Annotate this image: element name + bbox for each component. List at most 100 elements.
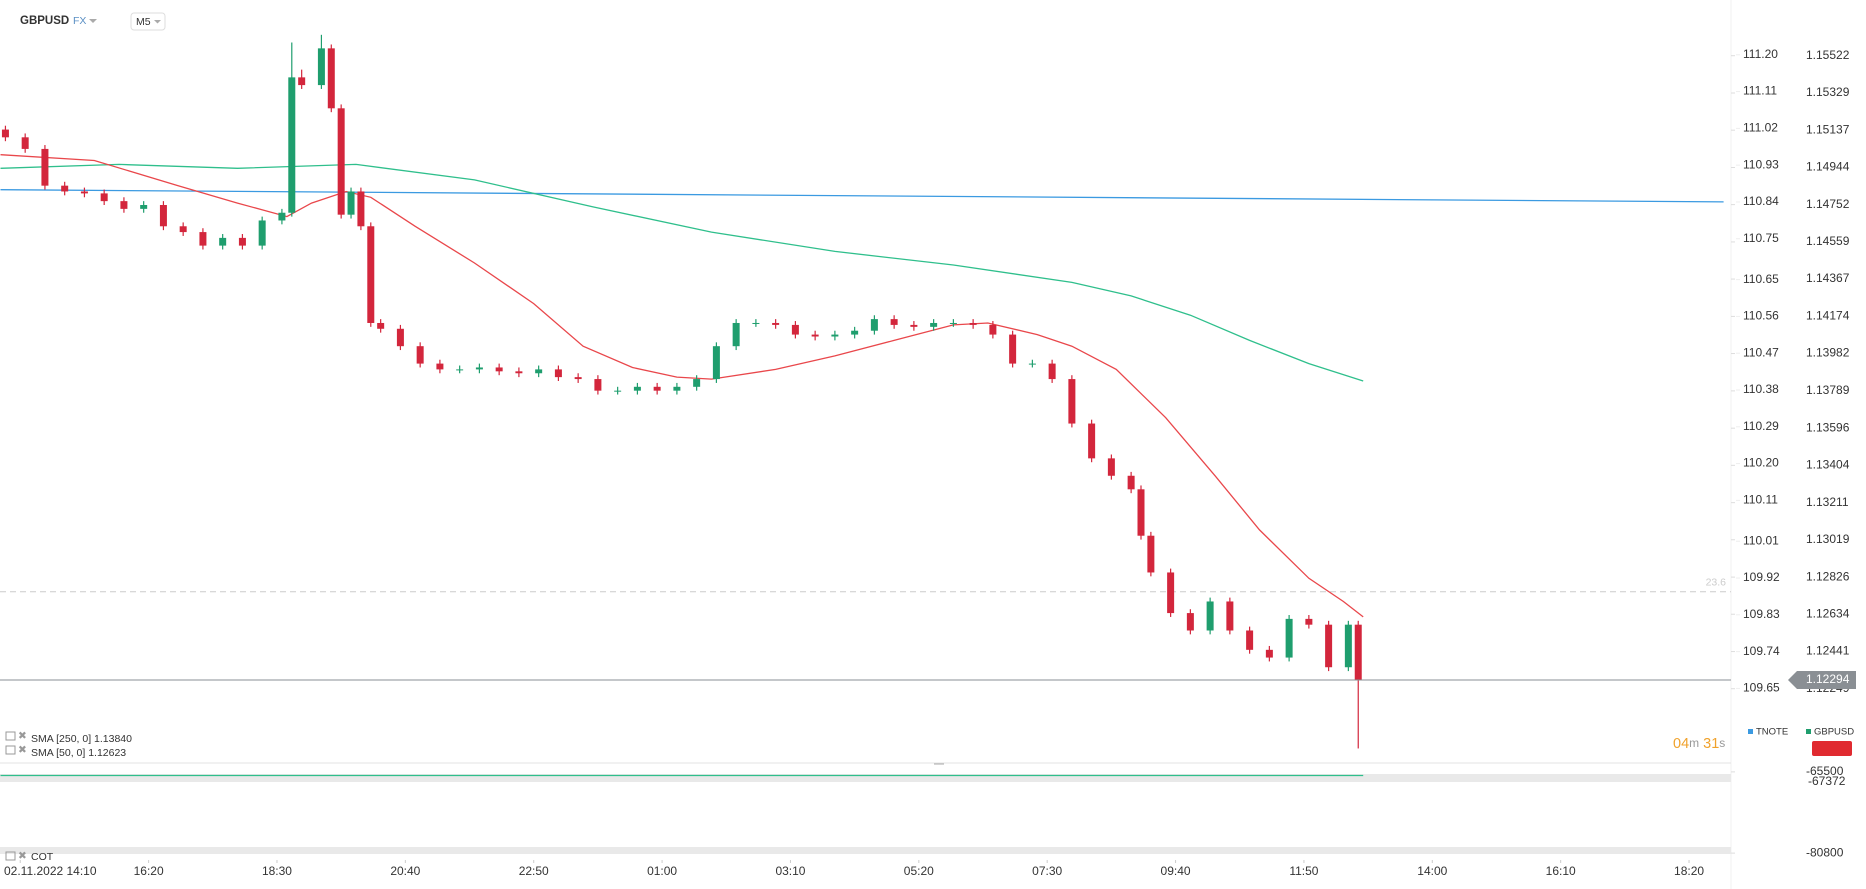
legend-swatch bbox=[1806, 729, 1811, 734]
candle-body bbox=[100, 193, 108, 202]
close-icon[interactable]: ✖ bbox=[18, 744, 27, 756]
price-tag-label: 1.12294 bbox=[1806, 672, 1850, 686]
candle-body bbox=[1048, 363, 1056, 380]
candle-body bbox=[288, 77, 296, 213]
candle-body bbox=[337, 108, 345, 215]
candle-body bbox=[791, 324, 799, 335]
candle-body bbox=[41, 148, 49, 186]
candle-body bbox=[219, 237, 227, 246]
candle-body bbox=[673, 386, 681, 391]
y2-tick-label: 111.02 bbox=[1743, 121, 1778, 135]
y2-tick-label: 109.83 bbox=[1743, 607, 1780, 621]
y2-tick-label: 111.11 bbox=[1743, 84, 1777, 98]
y-tick-label: 1.13982 bbox=[1806, 346, 1850, 360]
x-tick-label: 01:00 bbox=[647, 864, 677, 878]
candle-body bbox=[495, 367, 503, 372]
legend-sma250: SMA [250, 0] 1.13840 bbox=[31, 733, 132, 745]
y-tick-label: 1.15329 bbox=[1806, 85, 1850, 99]
cot-tick-label: -80800 bbox=[1806, 845, 1844, 859]
tnote-line bbox=[0, 189, 1724, 203]
interval[interactable]: M5 bbox=[136, 16, 151, 28]
y-tick-label: 1.15137 bbox=[1806, 122, 1850, 136]
cot-band bbox=[0, 847, 1731, 854]
x-tick-label: 22:50 bbox=[519, 864, 549, 878]
candle-body bbox=[1107, 458, 1115, 476]
fib-label: 23.6 bbox=[1706, 577, 1727, 589]
market-caret[interactable] bbox=[89, 19, 97, 23]
candle-body bbox=[930, 322, 938, 327]
y-tick-label: 1.14559 bbox=[1806, 234, 1850, 248]
x-tick-label: 05:20 bbox=[904, 864, 934, 878]
interval-caret[interactable] bbox=[154, 20, 161, 24]
interval-box[interactable] bbox=[130, 12, 166, 31]
candle-body bbox=[317, 48, 325, 86]
candle-body bbox=[989, 324, 997, 335]
candle-body bbox=[752, 322, 760, 324]
candle-body bbox=[1354, 624, 1362, 680]
y2-tick-label: 110.56 bbox=[1743, 309, 1779, 323]
y2-tick-label: 110.38 bbox=[1743, 382, 1779, 396]
candle-body bbox=[1, 129, 9, 138]
y-tick-label: 1.14752 bbox=[1806, 197, 1850, 211]
candle-body bbox=[159, 205, 167, 227]
settings-icon[interactable] bbox=[5, 745, 16, 755]
candle-body bbox=[574, 377, 582, 380]
x-tick-label: 14:00 bbox=[1417, 864, 1447, 878]
candle-body bbox=[693, 379, 701, 387]
indicator-band bbox=[0, 774, 1731, 782]
sell-button[interactable] bbox=[1812, 741, 1852, 756]
sma-line bbox=[0, 154, 1364, 618]
x-tick-label: 16:20 bbox=[134, 864, 164, 878]
price-tag bbox=[1788, 670, 1856, 689]
legend-tnote[interactable]: TNOTE bbox=[1756, 727, 1788, 738]
candle-body bbox=[1028, 363, 1036, 365]
y-tick-label: 1.14174 bbox=[1806, 309, 1850, 323]
x-tick-label: 16:10 bbox=[1546, 864, 1576, 878]
y-tick-label: 1.13596 bbox=[1806, 420, 1850, 434]
candle-body bbox=[357, 191, 365, 227]
y-tick-label: 1.14367 bbox=[1806, 271, 1850, 285]
y-tick-label: 1.12634 bbox=[1806, 606, 1850, 620]
candle-body bbox=[140, 205, 148, 209]
candle-body bbox=[1226, 601, 1234, 631]
candle-body bbox=[1068, 379, 1076, 424]
close-icon[interactable]: ✖ bbox=[18, 850, 27, 862]
legend-gbpusd[interactable]: GBPUSD bbox=[1814, 727, 1854, 738]
y-tick-label: 1.13789 bbox=[1806, 383, 1850, 397]
cot-title: COT bbox=[31, 851, 54, 863]
candle-body bbox=[21, 137, 29, 149]
y2-tick-label: 110.84 bbox=[1743, 194, 1779, 208]
candle-body bbox=[61, 185, 69, 192]
settings-icon[interactable] bbox=[5, 731, 16, 741]
y2-tick-label: 110.75 bbox=[1743, 231, 1779, 245]
close-icon[interactable]: ✖ bbox=[18, 730, 27, 742]
candle-body bbox=[347, 191, 355, 215]
settings-icon[interactable] bbox=[5, 851, 16, 861]
cot-tick-label: -65500 bbox=[1806, 764, 1844, 778]
y2-tick-label: 110.65 bbox=[1743, 272, 1779, 286]
candle-body bbox=[515, 371, 523, 374]
candle-body bbox=[890, 319, 898, 325]
candle-body bbox=[732, 322, 740, 347]
y2-tick-label: 110.20 bbox=[1743, 456, 1779, 470]
candle-body bbox=[475, 367, 483, 370]
y2-tick-label: 110.01 bbox=[1743, 533, 1779, 547]
candle-body bbox=[535, 369, 543, 374]
candle-body bbox=[120, 201, 128, 209]
symbol[interactable]: GBPUSD bbox=[20, 15, 69, 27]
x-tick-label: 20:40 bbox=[390, 864, 420, 878]
y-tick-label: 1.12441 bbox=[1806, 644, 1850, 658]
candle-body bbox=[712, 346, 720, 380]
candle-body bbox=[653, 386, 661, 391]
candle-body bbox=[851, 330, 859, 335]
candle-body bbox=[1009, 334, 1017, 364]
candle-body bbox=[1305, 618, 1313, 625]
candle-body bbox=[80, 191, 88, 194]
legend-sma50: SMA [50, 0] 1.12623 bbox=[31, 747, 126, 759]
y-tick-label: 1.12826 bbox=[1806, 569, 1850, 583]
market[interactable]: FX bbox=[73, 15, 86, 27]
candle-body bbox=[367, 226, 375, 323]
x-tick-label: 07:30 bbox=[1032, 864, 1062, 878]
